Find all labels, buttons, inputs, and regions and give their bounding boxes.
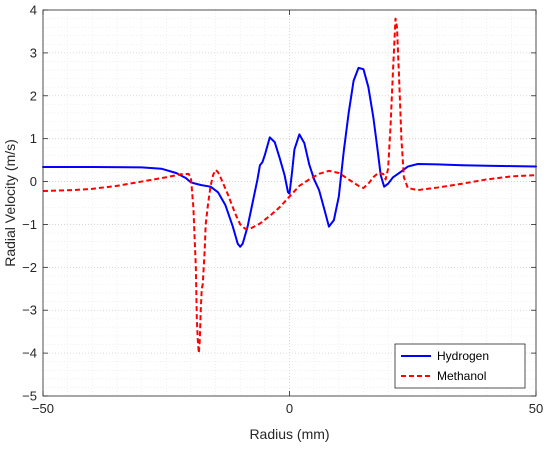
legend-box	[394, 343, 526, 389]
series-line-methanol	[42, 17, 537, 355]
y-tick-label: −2	[22, 260, 37, 275]
x-tick-label: −50	[32, 401, 54, 416]
x-axis-label: Radius (mm)	[249, 426, 329, 442]
tick-labels: −50 0 50 −5 −4 −3 −2 −1 0 1 2 3 4	[22, 3, 543, 417]
y-axis-label: Radial Velocity (m/s)	[2, 139, 18, 267]
y-tick-label: 2	[30, 88, 37, 103]
y-tick-label: −4	[22, 346, 37, 361]
y-tick-label: −3	[22, 303, 37, 318]
legend-label-methanol: Methanol	[437, 369, 486, 383]
y-tick-label: −1	[22, 217, 37, 232]
x-tick-label: 0	[286, 401, 293, 416]
axis-ticks	[42, 9, 537, 397]
y-tick-label: 4	[30, 3, 37, 18]
series-layer	[42, 17, 537, 355]
y-tick-label: −5	[22, 389, 37, 404]
y-tick-label: 1	[30, 131, 37, 146]
y-tick-label: 3	[30, 45, 37, 60]
legend: Hydrogen Methanol	[394, 343, 526, 389]
series-line-hydrogen	[42, 66, 537, 248]
y-tick-label: 0	[30, 174, 37, 189]
legend-label-hydrogen: Hydrogen	[437, 349, 489, 363]
x-tick-label: 50	[529, 401, 543, 416]
